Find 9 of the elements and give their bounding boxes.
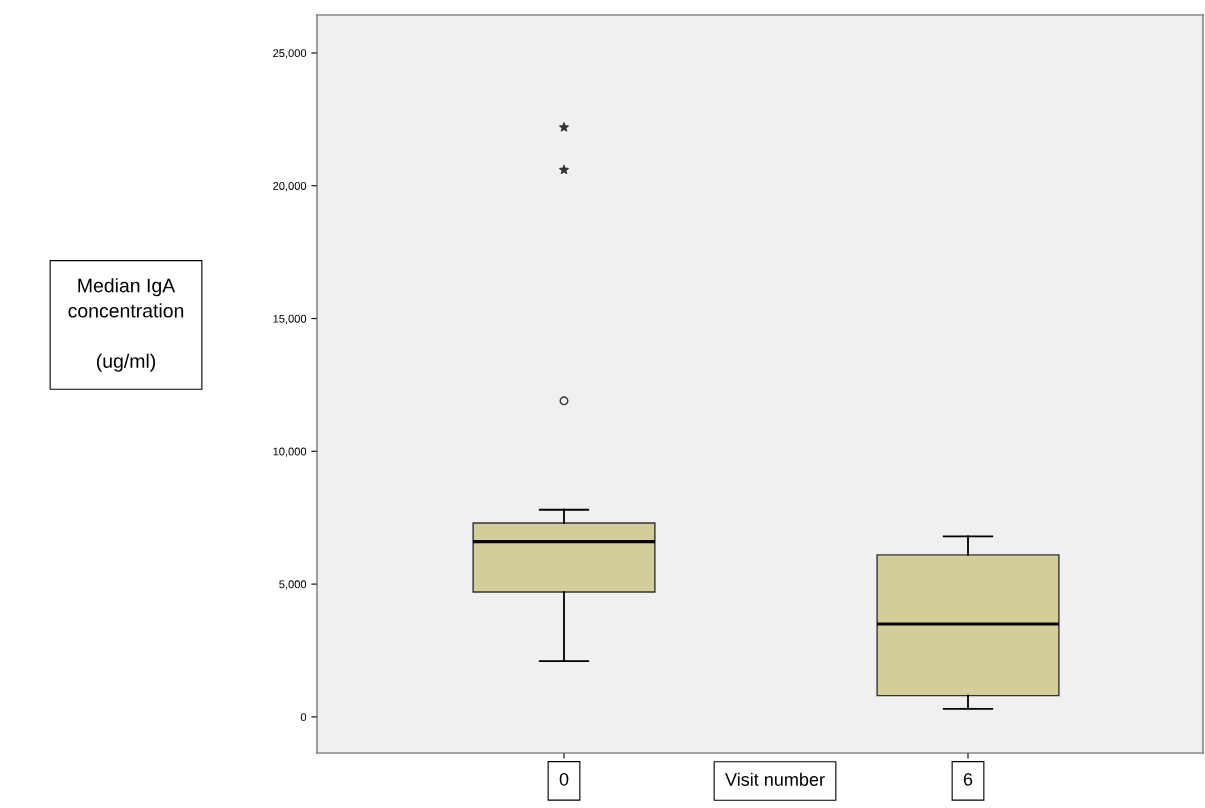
text: Median IgA concentration (ug/ml)	[68, 278, 184, 372]
y-tick-label: 0	[300, 713, 307, 722]
x-tick-label: 6	[963, 772, 973, 786]
y-tick-label: 10,000	[273, 447, 307, 457]
y-tick-label: 15,000	[273, 314, 307, 324]
x-axis-title: Visit number	[725, 772, 825, 786]
y-tick-label: 5,000	[279, 580, 307, 590]
y-tick-label: 25,000	[273, 49, 307, 59]
y-tick-label: 20,000	[273, 182, 307, 192]
